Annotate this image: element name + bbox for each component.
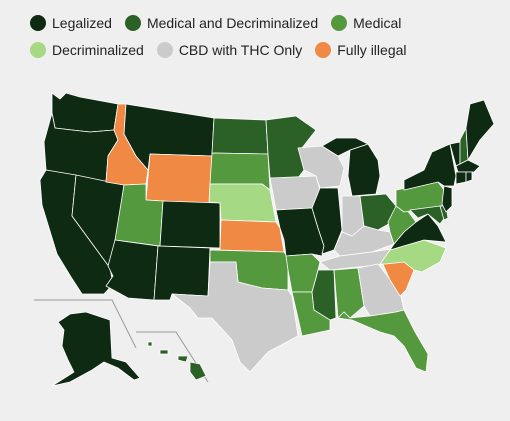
legend: Legalized Medical and Decriminalized Medic… [30,14,500,59]
legend-label: Medical [353,15,402,31]
state-hi-2[interactable] [159,349,169,355]
legend-label: Medical and Decriminalized [146,15,319,31]
legend-item: Medical and Decriminalized [124,14,319,32]
state-fl[interactable] [337,309,429,373]
legend-label: Legalized [52,15,112,31]
legend-label: Fully illegal [337,42,407,58]
state-nm[interactable] [153,245,211,301]
legend-item: CBD with THC Only [156,41,303,59]
legend-swatch [315,42,332,58]
state-ri[interactable] [465,171,473,183]
state-il[interactable] [311,187,343,255]
state-tx[interactable] [171,261,299,373]
state-nd[interactable] [211,117,269,155]
state-hi-3[interactable] [177,355,189,363]
legend-swatch [156,42,173,58]
state-mi-up[interactable] [321,137,369,157]
state-hi-4[interactable] [189,361,207,381]
state-me[interactable] [465,99,495,161]
legend-swatch [124,15,141,31]
legend-swatch [30,42,46,58]
legend-label: Decriminalized [52,42,144,58]
legend-item: Legalized [30,14,112,32]
state-hi-1[interactable] [147,341,153,347]
state-ny[interactable] [403,143,457,191]
legend-swatch [331,15,348,31]
legend-swatch [30,15,46,31]
state-wy[interactable] [145,153,213,205]
state-az[interactable] [105,239,159,301]
legend-item: Decriminalized [30,41,144,59]
state-co[interactable] [159,200,221,249]
state-ct[interactable] [455,171,467,185]
legend-item: Fully illegal [315,41,407,59]
alaska-inset-frame [34,299,137,349]
legend-label: CBD with THC Only [178,42,303,58]
state-ak[interactable] [51,311,141,387]
state-ia[interactable] [269,175,321,211]
state-nj[interactable] [441,185,453,213]
state-ma[interactable] [455,159,481,173]
legend-item: Medical [331,14,401,32]
state-ks[interactable] [219,219,285,253]
state-wa[interactable] [51,92,119,133]
state-mi[interactable] [347,143,381,197]
